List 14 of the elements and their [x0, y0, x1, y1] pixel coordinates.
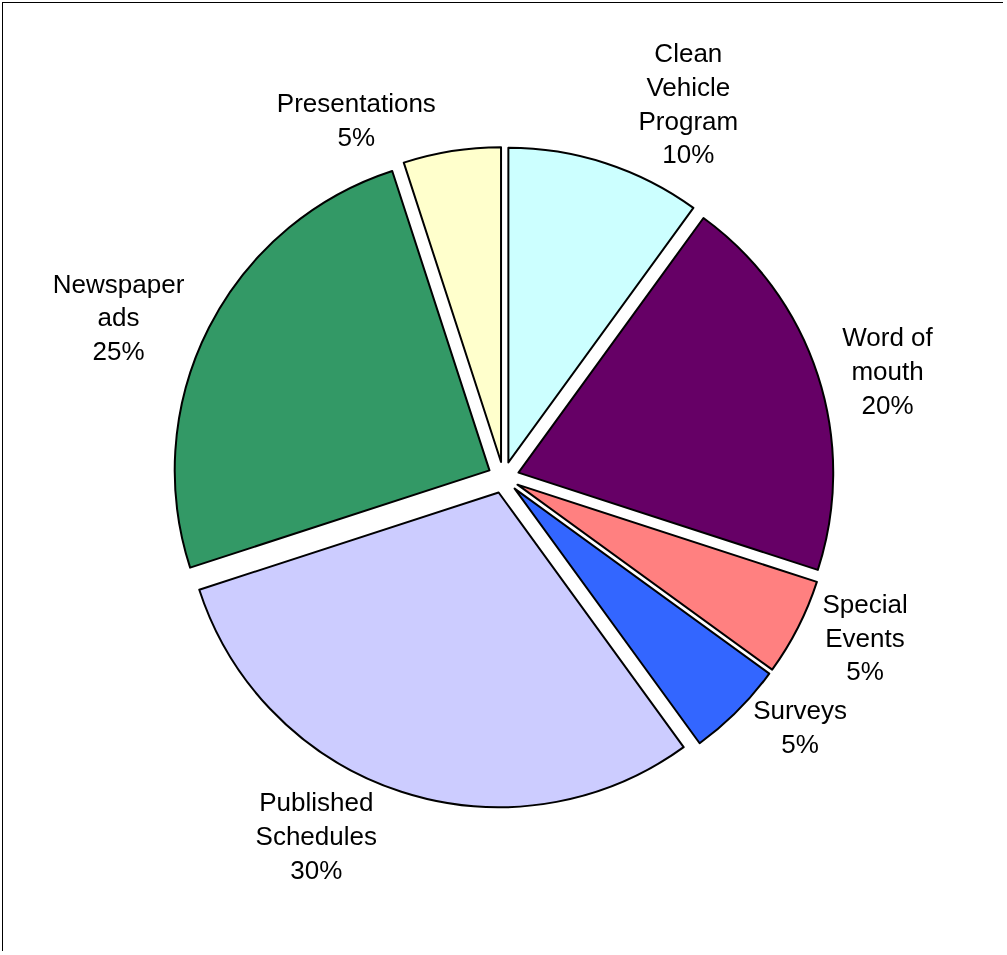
slice-label: Word of mouth: [842, 321, 934, 386]
data-label: 5%: [846, 656, 884, 687]
data-label: 30%: [290, 854, 343, 885]
data-label: 20%: [861, 389, 914, 420]
data-label: 5%: [337, 121, 376, 152]
data-label: 25%: [92, 336, 145, 367]
slice-label: Clean Vehicle Program: [638, 38, 739, 136]
slice-label: Published Schedules: [255, 787, 377, 851]
data-label: 5%: [781, 729, 819, 760]
slice-label: Surveys: [753, 695, 848, 726]
slice-label: Presentations: [276, 88, 436, 119]
data-label: 10%: [662, 139, 715, 170]
slice-label: Special Events: [822, 588, 908, 653]
slice-label: Newspaper ads: [52, 268, 185, 333]
